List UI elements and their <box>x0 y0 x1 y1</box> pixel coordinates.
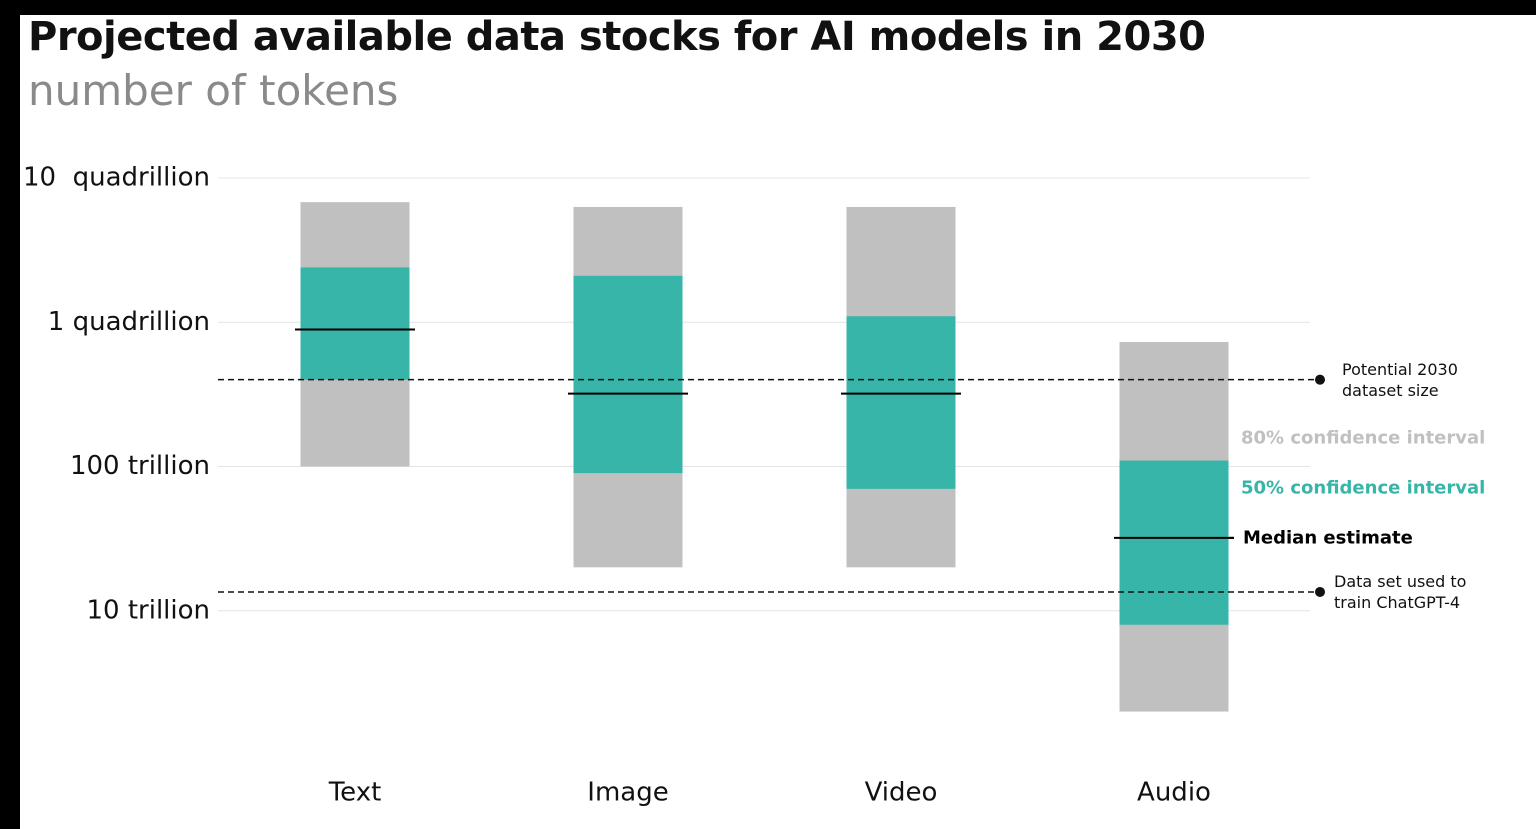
interval-bar <box>300 267 410 380</box>
chart-subtitle: number of tokens <box>28 66 399 115</box>
chart-title: Projected available data stocks for AI m… <box>28 14 1206 60</box>
y-tick-label: 1 quadrillion <box>48 307 210 337</box>
y-tick-label: 10 trillion <box>86 595 210 625</box>
legend-label: Median estimate <box>1243 527 1413 549</box>
reference-label: Data set used to train ChatGPT-4 <box>1334 571 1467 612</box>
interval-bar <box>846 316 956 489</box>
legend-label: 80% confidence interval <box>1241 427 1486 449</box>
y-tick-label: 100 trillion <box>70 451 210 481</box>
x-tick-label: Video <box>865 778 938 808</box>
x-tick-label: Image <box>587 778 668 808</box>
reference-dot <box>1315 586 1325 597</box>
interval-bar <box>1119 460 1229 625</box>
y-tick-label: 10 quadrillion <box>23 163 210 193</box>
reference-label: Potential 2030 dataset size <box>1342 359 1458 400</box>
legend-label: 50% confidence interval <box>1241 477 1486 499</box>
reference-dot <box>1315 374 1325 385</box>
x-tick-label: Text <box>328 778 382 808</box>
interval-bar <box>573 275 683 474</box>
x-tick-label: Audio <box>1137 778 1211 808</box>
panel <box>20 15 1536 829</box>
